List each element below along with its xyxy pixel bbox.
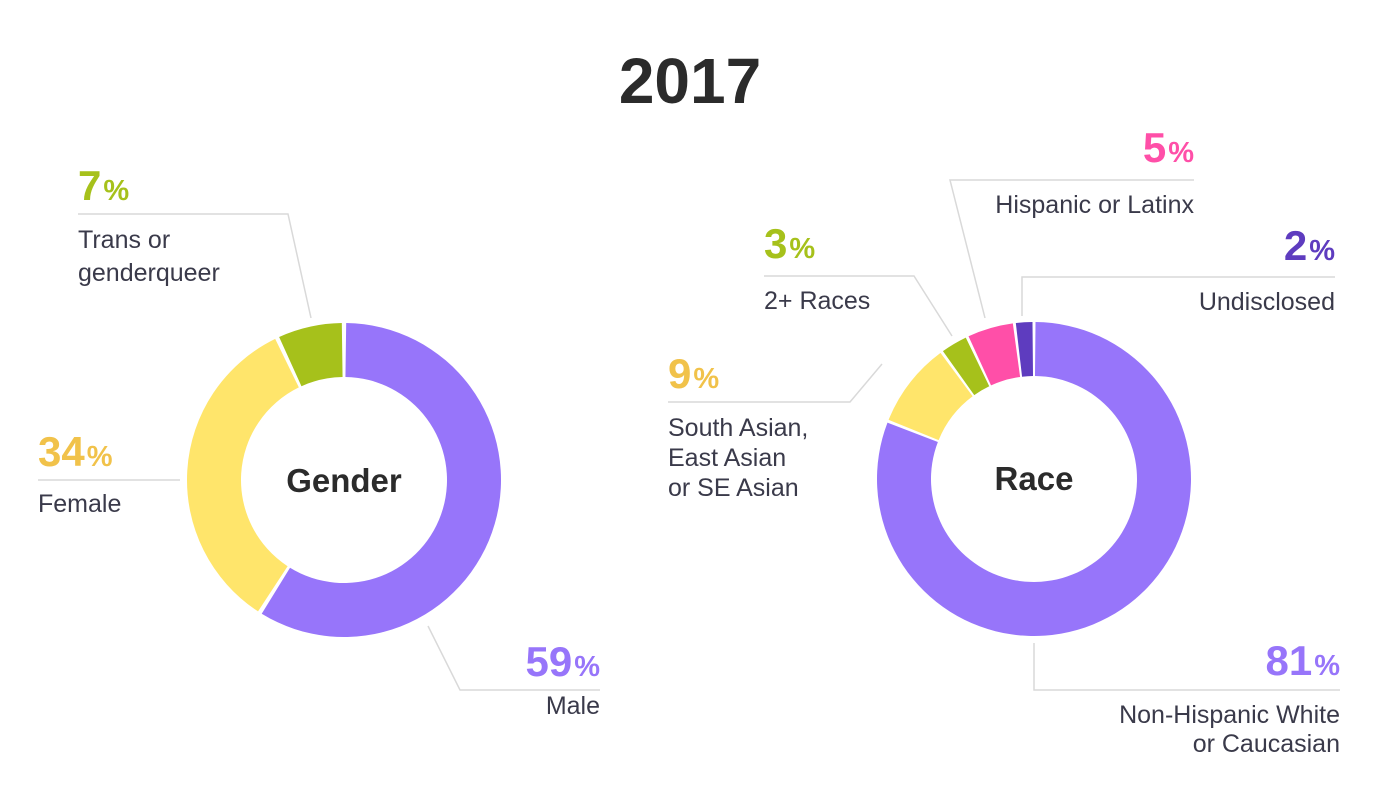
gender-center-label: Gender	[286, 462, 402, 499]
race-leader-line-hispanic-or-latinx	[949, 179, 1194, 319]
race-slice-undisclosed	[1015, 322, 1034, 377]
race-category-label-non-hispanic-white-or-caucasian-line-1: Non-Hispanic White	[1119, 701, 1340, 729]
race-percent-label-undisclosed: 2%	[1284, 222, 1335, 269]
race-percent-label-hispanic-or-latinx: 5%	[1143, 124, 1194, 171]
gender-slice-male	[261, 323, 502, 638]
gender-slice-trans-or-genderqueer	[279, 323, 343, 387]
race-leader-line-undisclosed	[1021, 276, 1335, 316]
race-category-label-south-asian-east-asian-or-se-asian-line-2: East Asian	[668, 444, 786, 472]
gender-category-label-trans-or-genderqueer-line-1: Trans or	[78, 226, 170, 254]
race-percent-label-non-hispanic-white-or-caucasian: 81%	[1265, 637, 1340, 684]
gender-leader-line-trans-or-genderqueer	[78, 213, 312, 319]
race-center-label: Race	[995, 460, 1074, 497]
race-slice-hispanic-or-latinx	[968, 323, 1021, 386]
race-category-label-undisclosed: Undisclosed	[1199, 288, 1335, 316]
gender-category-label-male: Male	[546, 692, 600, 720]
gender-category-label-trans-or-genderqueer-line-2: genderqueer	[78, 259, 220, 287]
race-slice-south-asian-east-asian-or-se-asian	[888, 352, 973, 441]
gender-donut-chart: Gender 59% Male 34% Female 7% Trans or genderqu…	[38, 162, 600, 720]
race-slice-non-hispanic-white-or-caucasian	[877, 322, 1192, 637]
race-percent-label-south-asian-east-asian-or-se-asian: 9%	[668, 350, 719, 397]
gender-percent-label-trans-or-genderqueer: 7%	[78, 162, 129, 209]
gender-slice-female	[187, 338, 299, 612]
race-category-label-non-hispanic-white-or-caucasian-line-2: or Caucasian	[1193, 730, 1340, 758]
page-title: 2017	[619, 45, 761, 117]
race-category-label-hispanic-or-latinx: Hispanic or Latinx	[995, 191, 1194, 219]
race-leader-line-2-races	[764, 275, 953, 337]
gender-leader-line-male	[427, 625, 600, 691]
race-leader-line-non-hispanic-white-or-caucasian	[1033, 643, 1340, 691]
race-leader-line-south-asian-east-asian-or-se-asian	[668, 363, 883, 403]
race-slice-2-races	[942, 337, 990, 396]
race-category-label-south-asian-east-asian-or-se-asian-line-1: South Asian,	[668, 414, 808, 442]
race-category-label-2-races: 2+ Races	[764, 287, 870, 315]
gender-percent-label-female: 34%	[38, 428, 113, 475]
race-percent-label-2-races: 3%	[764, 220, 815, 267]
gender-category-label-female: Female	[38, 490, 121, 518]
gender-percent-label-male: 59%	[525, 638, 600, 685]
race-category-label-south-asian-east-asian-or-se-asian-line-3: or SE Asian	[668, 474, 799, 502]
